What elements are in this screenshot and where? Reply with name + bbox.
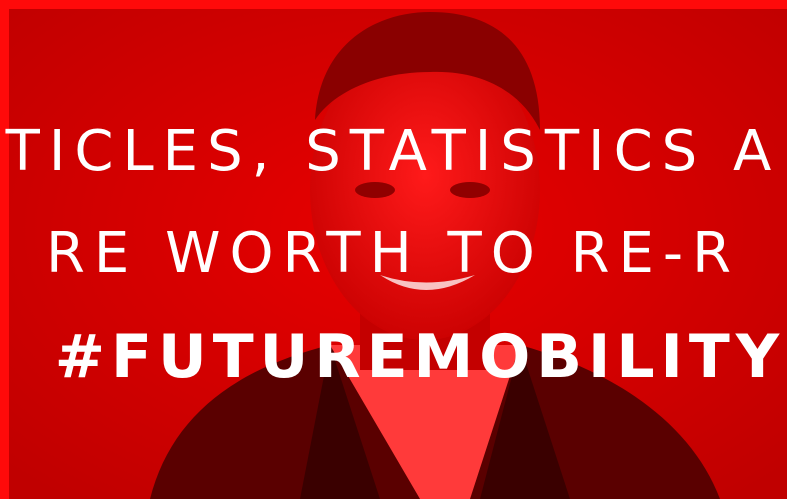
hashtag: #FUTUREMOBILITY bbox=[55, 322, 786, 392]
headline-line: TICLES, STATISTICS A bbox=[5, 119, 781, 184]
headline-line: RE WORTH TO RE-R bbox=[46, 221, 740, 286]
banner: TICLES, STATISTICS A RE WORTH TO RE-R #F… bbox=[0, 0, 787, 499]
page: TICLES, STATISTICS A RE WORTH TO RE-R #F… bbox=[0, 0, 787, 499]
